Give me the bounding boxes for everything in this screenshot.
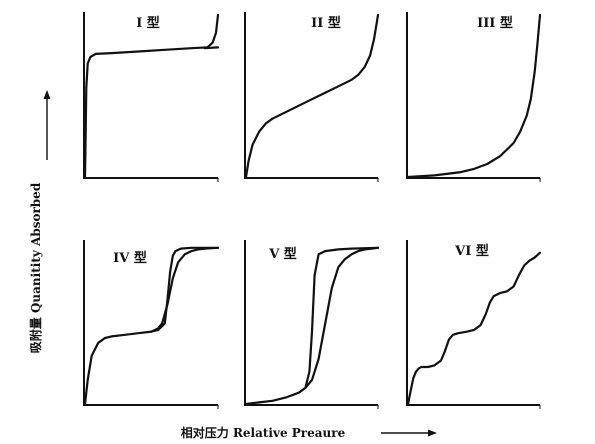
panel-6: VI 型 — [406, 240, 542, 409]
panel-label: VI 型 — [454, 243, 489, 259]
y-axis-title: 吸附量 Quanitity Absorbed — [28, 90, 51, 353]
x-axis-arrow-head — [428, 429, 437, 437]
panel-axes — [244, 240, 378, 406]
isotherm-curve — [244, 246, 380, 406]
desorption-curve — [150, 246, 220, 333]
x-axis-title: 相对压力 Relative Preaure — [181, 425, 437, 440]
panel-3: III 型 — [406, 12, 542, 182]
panel-label: I 型 — [136, 15, 160, 31]
panel-axes — [406, 240, 540, 406]
panel-1: I 型 — [83, 12, 220, 182]
y-axis-arrow-head — [43, 90, 51, 99]
panel-axes — [83, 240, 218, 406]
isotherm-curve — [406, 13, 542, 179]
panel-axes — [83, 12, 218, 179]
panel-2: II 型 — [244, 12, 380, 182]
isotherm-curve — [244, 13, 380, 179]
panels-group: I 型 II 型 III 型 IV 型 V 型 VI 型 — [83, 12, 542, 409]
y-axis-title-text: 吸附量 Quanitity Absorbed — [28, 182, 43, 353]
panel-4: IV 型 — [83, 240, 220, 409]
isotherm-curve — [83, 246, 220, 406]
desorption-curve — [203, 46, 220, 50]
x-axis-title-text: 相对压力 Relative Preaure — [181, 425, 346, 440]
panel-axes — [244, 12, 378, 179]
desorption-curve — [304, 246, 380, 389]
panel-5: V 型 — [244, 240, 380, 409]
panel-axes — [406, 12, 540, 179]
panel-label: IV 型 — [113, 250, 147, 266]
panel-label: II 型 — [311, 15, 341, 31]
isotherm-curve — [406, 251, 542, 406]
panel-label: III 型 — [477, 15, 513, 31]
isotherm-curve — [83, 13, 220, 179]
panel-label: V 型 — [268, 246, 297, 262]
